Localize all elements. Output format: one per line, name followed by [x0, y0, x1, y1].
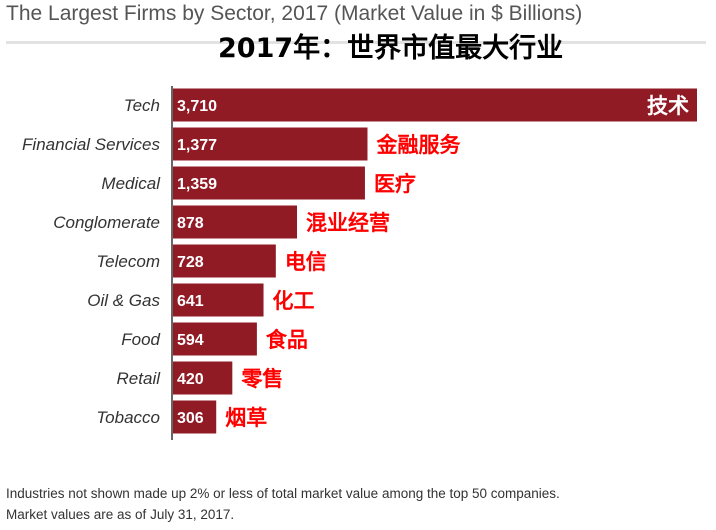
chart-title: The Largest Firms by Sector, 2017 (Marke… [6, 2, 583, 25]
bar-value-label: 878 [177, 215, 204, 232]
bar-chart: Tech 3,710 技术 Financial Services 1,377 金融服务 Me… [22, 86, 697, 440]
category-label: Retail [117, 369, 162, 388]
bar-value-label: 420 [177, 371, 204, 388]
bar [173, 127, 368, 161]
footnote: Industries not shown made up 2% or less … [6, 483, 560, 525]
category-label: Telecom [96, 252, 160, 271]
bar-annotation: 食品 [266, 328, 308, 352]
bar-annotation: 医疗 [374, 172, 416, 196]
bar-annotation: 金融服务 [375, 133, 461, 157]
bar-annotation: 烟草 [225, 406, 267, 430]
footnote-line-1: Industries not shown made up 2% or less … [6, 486, 560, 501]
category-label: Tobacco [96, 408, 160, 427]
bar-annotation: 混业经营 [306, 211, 390, 235]
footnote-line-2: Market values are as of July 31, 2017. [6, 507, 235, 522]
chart-subtitle: 2017年：世界市值最大行业 [218, 33, 564, 64]
bar-value-label: 1,377 [177, 137, 217, 154]
bar-annotation: 电信 [285, 250, 327, 274]
bar [173, 361, 233, 395]
category-label: Tech [124, 96, 160, 115]
bar [173, 244, 276, 278]
category-label: Food [121, 330, 160, 349]
bar [173, 322, 257, 356]
bar [173, 400, 217, 434]
bar [173, 166, 365, 200]
bar-value-label: 306 [177, 410, 204, 427]
bar-annotation: 零售 [240, 367, 283, 391]
bar-value-label: 1,359 [177, 176, 217, 193]
bar [173, 88, 697, 122]
bar [173, 283, 264, 317]
bar-annotation: 化工 [273, 289, 315, 313]
category-label: Medical [101, 174, 161, 193]
title-divider [6, 41, 706, 44]
bar-annotation: 技术 [647, 94, 689, 118]
category-label: Financial Services [22, 135, 160, 154]
bar-value-label: 641 [177, 293, 204, 310]
category-label: Conglomerate [53, 213, 160, 232]
bars-layer: Tech 3,710 技术 Financial Services 1,377 金融服务 Me… [22, 88, 697, 434]
category-label: Oil & Gas [87, 291, 160, 310]
bar-value-label: 728 [177, 254, 204, 271]
bar [173, 205, 298, 239]
bar-value-label: 3,710 [177, 98, 217, 115]
bar-value-label: 594 [177, 332, 204, 349]
